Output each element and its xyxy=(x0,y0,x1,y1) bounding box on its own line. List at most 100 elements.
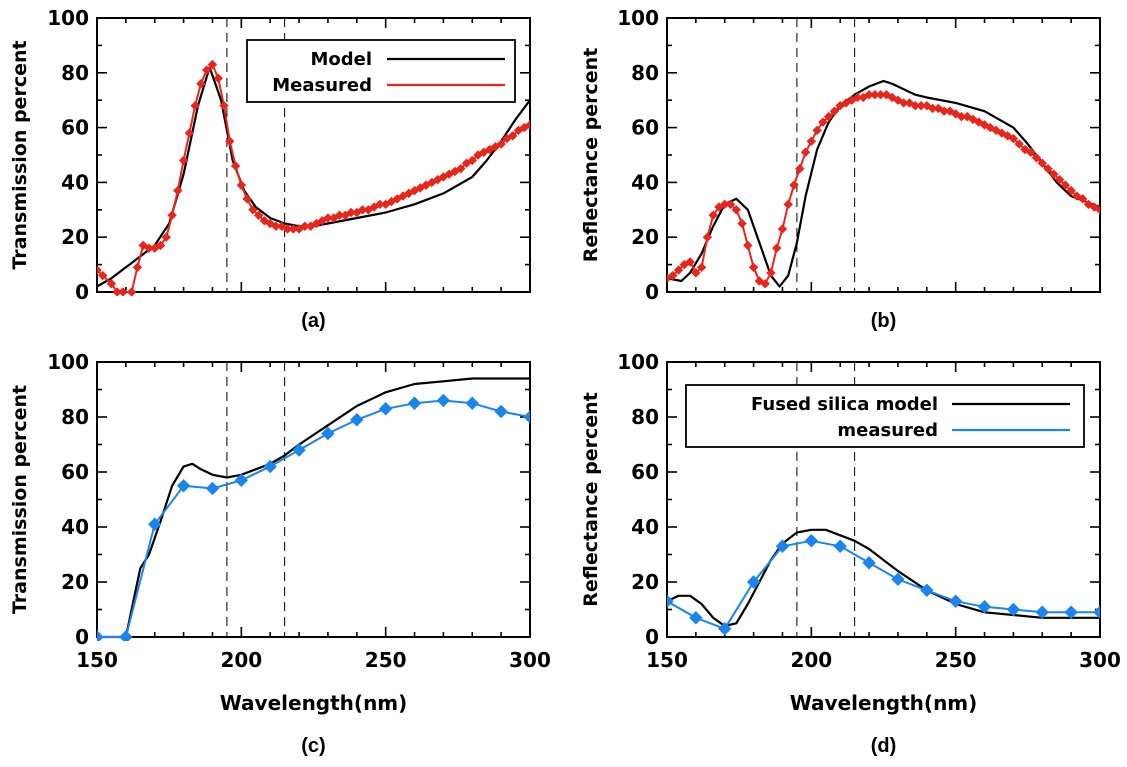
data-point xyxy=(178,155,189,166)
y-tick-label: 60 xyxy=(631,116,659,140)
x-tick-label: 150 xyxy=(646,648,688,672)
x-axis-label: Wavelength(nm) xyxy=(790,691,978,715)
data-point xyxy=(494,404,508,419)
data-point xyxy=(948,594,963,608)
y-tick-label: 60 xyxy=(61,116,89,140)
y-axis-label: Transmission percent xyxy=(9,40,31,269)
panel-b: 0 20 40 60 80 100 Reflectance percent (b) xyxy=(580,6,1101,332)
y-tick-label: 0 xyxy=(645,625,659,649)
data-point xyxy=(126,287,137,296)
data-point xyxy=(176,479,191,493)
data-point xyxy=(350,413,364,427)
data-point xyxy=(891,572,905,586)
data-point xyxy=(1014,139,1024,149)
y-tick-label: 40 xyxy=(61,170,89,194)
panel-c: 0 20 40 60 80 100 150 200 250 300 Transmission per… xyxy=(9,350,551,757)
y-axis-label: Transmission percent xyxy=(9,385,31,614)
data-point xyxy=(1066,185,1076,196)
data-point xyxy=(225,136,235,147)
data-point xyxy=(148,517,162,531)
data-point xyxy=(1060,180,1071,190)
y-tick-label: 0 xyxy=(645,280,659,304)
data-point xyxy=(378,402,393,416)
legend-entry-label: Measured xyxy=(272,75,372,96)
data-point xyxy=(833,539,847,553)
data-point xyxy=(718,622,732,636)
series-line-model xyxy=(97,377,530,639)
data-point xyxy=(804,534,819,548)
data-point xyxy=(737,218,747,229)
data-point xyxy=(746,575,761,589)
data-point xyxy=(219,100,229,111)
panel-label: (b) xyxy=(871,310,897,332)
x-tick-label: 250 xyxy=(365,648,407,672)
plot-area xyxy=(667,528,1100,636)
series-line-model xyxy=(97,66,530,288)
y-tick-label: 80 xyxy=(61,405,89,429)
data-point xyxy=(920,583,934,597)
data-point xyxy=(702,232,713,242)
data-point xyxy=(1037,158,1047,168)
data-point xyxy=(201,65,212,75)
plot-area xyxy=(97,59,530,296)
data-point xyxy=(523,410,530,424)
y-tick-label: 100 xyxy=(617,6,659,30)
y-tick-label: 80 xyxy=(61,61,89,85)
y-tick-label: 100 xyxy=(47,350,89,374)
data-point xyxy=(985,122,996,133)
panel-label: (c) xyxy=(301,735,325,757)
data-point xyxy=(465,396,479,410)
panel-label: (d) xyxy=(871,735,897,757)
data-point xyxy=(783,199,793,210)
data-point xyxy=(161,232,171,242)
plot-area xyxy=(97,377,530,641)
data-point xyxy=(1077,194,1088,204)
data-point xyxy=(205,481,220,496)
data-point xyxy=(292,443,306,457)
data-point xyxy=(748,262,759,273)
data-point xyxy=(691,268,701,278)
panel-a: 0 20 40 60 80 100 Transmission percent (a) Model… xyxy=(9,6,531,332)
data-point xyxy=(862,556,876,570)
data-point xyxy=(766,268,776,278)
y-tick-label: 40 xyxy=(61,515,89,539)
data-point xyxy=(1035,605,1049,619)
panel-d: 0 20 40 60 80 100 150 200 250 300 Reflectance perc… xyxy=(580,350,1121,757)
data-point xyxy=(673,265,684,275)
y-tick-label: 0 xyxy=(75,280,89,304)
y-tick-label: 20 xyxy=(631,225,659,249)
y-tick-label: 20 xyxy=(61,225,89,249)
data-point xyxy=(525,120,530,130)
data-point xyxy=(456,163,466,174)
data-point xyxy=(97,265,102,275)
x-tick-label: 300 xyxy=(509,648,551,672)
panel-label: (a) xyxy=(301,310,325,332)
data-point xyxy=(213,73,223,83)
data-point xyxy=(98,270,108,281)
series-line-measured xyxy=(667,93,1100,285)
legend-entry-label: measured xyxy=(837,420,938,441)
data-point xyxy=(407,396,422,410)
data-point xyxy=(812,125,822,136)
data-point xyxy=(1043,163,1053,174)
data-point xyxy=(173,185,183,196)
data-point xyxy=(760,279,770,289)
x-tick-label: 250 xyxy=(935,648,977,672)
y-tick-label: 0 xyxy=(75,625,89,649)
x-tick-label: 200 xyxy=(220,648,262,672)
data-point xyxy=(1026,147,1036,157)
data-point xyxy=(234,473,249,487)
x-tick-label: 300 xyxy=(1079,648,1121,672)
data-point xyxy=(1006,602,1021,617)
y-tick-label: 40 xyxy=(631,515,659,539)
data-point xyxy=(775,539,790,553)
data-point xyxy=(1093,605,1100,619)
series-line-measured xyxy=(667,539,1100,630)
y-axis-label: Reflectance percent xyxy=(580,48,602,263)
data-point xyxy=(236,180,247,190)
data-point xyxy=(667,594,674,608)
data-point xyxy=(507,131,518,141)
legend-box xyxy=(685,384,1085,448)
y-axis-label: Reflectance percent xyxy=(580,392,602,607)
